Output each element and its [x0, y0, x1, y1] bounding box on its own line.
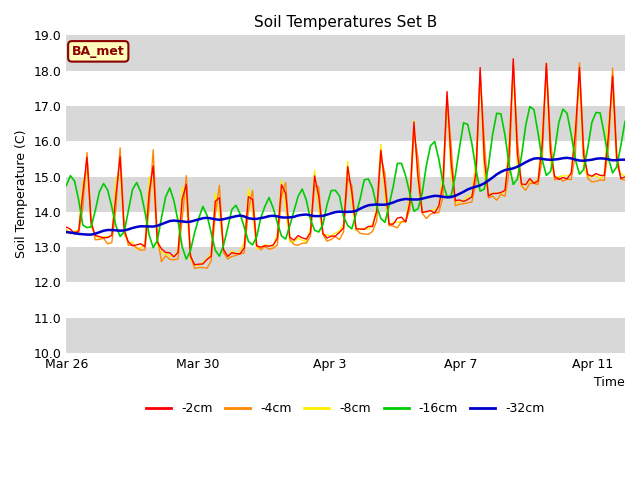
- Bar: [67, 318, 625, 353]
- Title: Soil Temperatures Set B: Soil Temperatures Set B: [254, 15, 437, 30]
- Y-axis label: Soil Temperature (C): Soil Temperature (C): [15, 130, 28, 258]
- Bar: [67, 141, 625, 177]
- Legend: -2cm, -4cm, -8cm, -16cm, -32cm: -2cm, -4cm, -8cm, -16cm, -32cm: [141, 397, 550, 420]
- Bar: [67, 282, 625, 318]
- Bar: [67, 177, 625, 212]
- X-axis label: Time: Time: [595, 376, 625, 389]
- Bar: [67, 106, 625, 141]
- Bar: [67, 212, 625, 247]
- Text: BA_met: BA_met: [72, 45, 125, 58]
- Bar: [67, 36, 625, 71]
- Bar: [67, 247, 625, 282]
- Bar: [67, 71, 625, 106]
